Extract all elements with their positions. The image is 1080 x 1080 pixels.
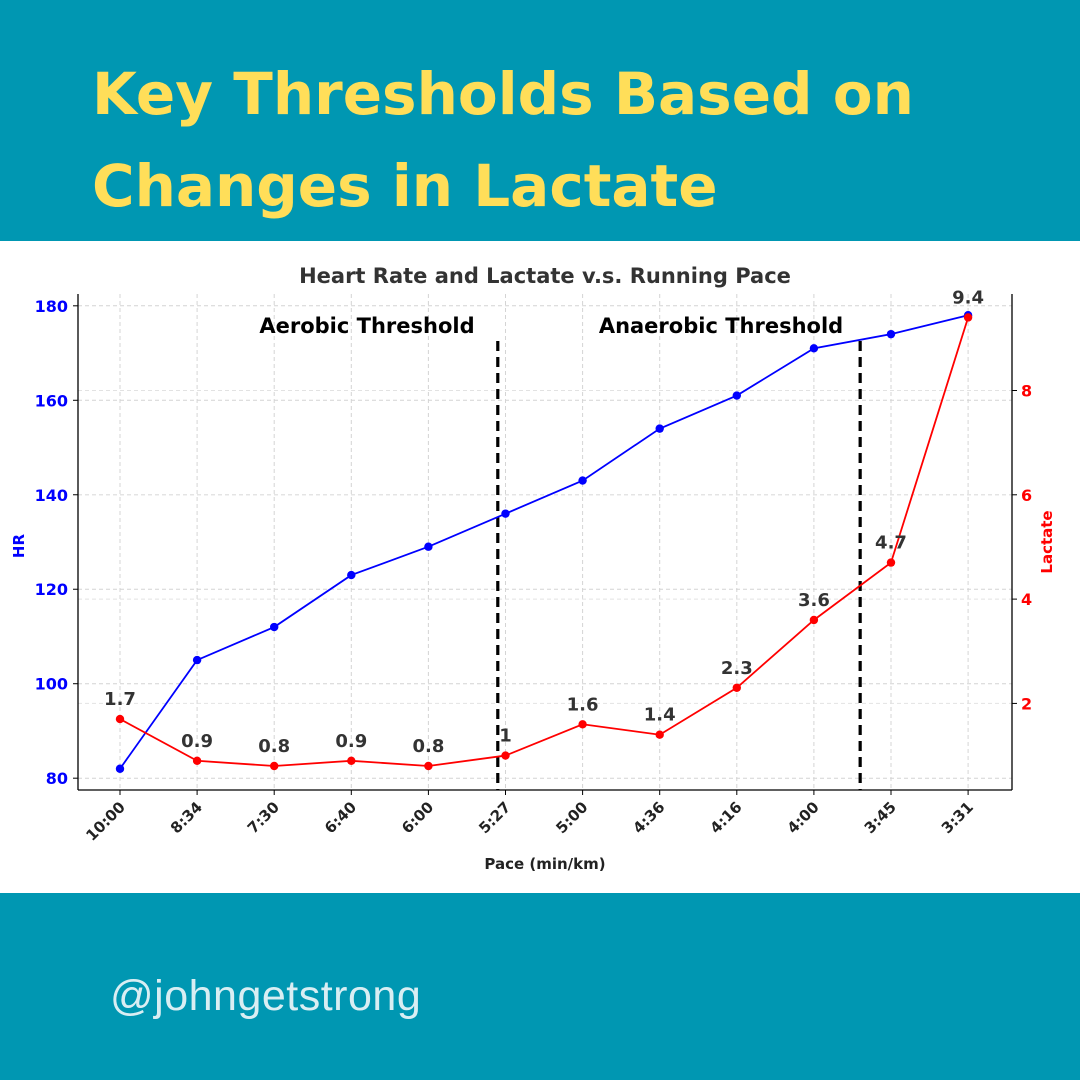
x-tick-label: 3:45 bbox=[861, 798, 900, 837]
plot-area: 80 100 120 140 160 180 2 4 6 8 10:00 8:34 7:30 6:40 6:… bbox=[35, 287, 1033, 844]
data-point-hr bbox=[424, 542, 433, 551]
y-right-tick-label: 8 bbox=[1021, 381, 1032, 400]
data-label: 0.8 bbox=[258, 736, 290, 757]
data-point-lactate bbox=[115, 714, 125, 724]
x-tick-label: 3:31 bbox=[938, 798, 977, 837]
threshold-label: Anaerobic Threshold bbox=[599, 314, 843, 338]
data-point-hr bbox=[115, 764, 125, 773]
series-line-hr bbox=[119, 314, 969, 770]
data-point-lactate bbox=[501, 751, 510, 760]
data-point-lactate bbox=[270, 761, 279, 771]
chart-panel: Heart Rate and Lactate v.s. Running Pace… bbox=[0, 241, 1080, 893]
y-right-tick-label: 6 bbox=[1021, 486, 1032, 505]
data-label: 4.7 bbox=[875, 533, 907, 554]
data-point-hr bbox=[809, 344, 819, 353]
x-tick-label: 8:34 bbox=[167, 798, 206, 837]
y-right-tick-label: 4 bbox=[1021, 590, 1032, 609]
lactate-hr-chart: Heart Rate and Lactate v.s. Running Pace… bbox=[10, 264, 1056, 873]
x-tick-label: 4:36 bbox=[629, 798, 668, 837]
author-handle[interactable]: @johngetstrong bbox=[110, 972, 422, 1020]
data-label: 1.4 bbox=[644, 705, 676, 726]
data-point-lactate bbox=[424, 761, 433, 771]
data-point-lactate bbox=[809, 615, 819, 625]
y-left-tick-label: 160 bbox=[35, 391, 68, 410]
y-right-tick-label: 2 bbox=[1021, 694, 1032, 713]
x-tick-label: 5:00 bbox=[552, 798, 591, 837]
data-point-hr bbox=[732, 391, 741, 400]
data-label: 2.3 bbox=[721, 658, 753, 679]
y-left-tick-label: 80 bbox=[46, 769, 68, 788]
data-label: 1.6 bbox=[567, 694, 599, 715]
data-point-lactate bbox=[886, 558, 896, 567]
x-tick-label: 6:40 bbox=[321, 798, 360, 837]
data-point-hr bbox=[886, 329, 896, 339]
data-label: 9.4 bbox=[952, 287, 984, 308]
threshold-label: Aerobic Threshold bbox=[259, 314, 474, 338]
y-left-tick-label: 180 bbox=[35, 297, 68, 316]
data-point-lactate bbox=[192, 756, 202, 765]
series-line-lactate bbox=[119, 317, 969, 767]
x-tick-label: 10:00 bbox=[82, 798, 128, 844]
data-point-lactate bbox=[655, 730, 664, 739]
data-point-lactate bbox=[578, 720, 587, 729]
y-left-tick-label: 120 bbox=[35, 580, 68, 599]
y-right-axis-label: Lactate bbox=[1038, 510, 1056, 573]
data-point-hr bbox=[192, 655, 202, 665]
y-left-tick-label: 140 bbox=[35, 486, 68, 505]
x-tick-label: 4:16 bbox=[707, 798, 746, 837]
data-point-hr bbox=[578, 476, 587, 485]
data-label: 3.6 bbox=[798, 590, 830, 611]
data-point-lactate bbox=[732, 683, 741, 692]
x-tick-label: 6:00 bbox=[398, 798, 437, 837]
x-axis-label: Pace (min/km) bbox=[484, 855, 605, 873]
data-label: 0.8 bbox=[412, 736, 444, 757]
x-tick-label: 4:00 bbox=[784, 798, 823, 837]
data-label: 1 bbox=[499, 726, 512, 747]
data-label: 0.9 bbox=[335, 731, 367, 752]
data-label: 0.9 bbox=[181, 731, 213, 752]
x-tick-label: 7:30 bbox=[244, 798, 283, 837]
data-point-lactate bbox=[347, 756, 356, 765]
data-point-hr bbox=[501, 509, 510, 518]
title-banner: Key Thresholds Based on Changes in Lacta… bbox=[0, 0, 1080, 241]
y-left-axis-label: HR bbox=[10, 534, 28, 559]
x-tick-label: 5:27 bbox=[475, 798, 514, 837]
data-point-hr bbox=[347, 570, 356, 580]
data-point-hr bbox=[655, 424, 664, 433]
chart-title: Heart Rate and Lactate v.s. Running Pace bbox=[299, 264, 791, 288]
page-title: Key Thresholds Based on Changes in Lacta… bbox=[92, 60, 914, 220]
data-label: 1.7 bbox=[104, 689, 136, 710]
y-left-tick-label: 100 bbox=[35, 675, 68, 694]
data-point-hr bbox=[270, 622, 279, 632]
data-point-lactate bbox=[963, 313, 973, 322]
